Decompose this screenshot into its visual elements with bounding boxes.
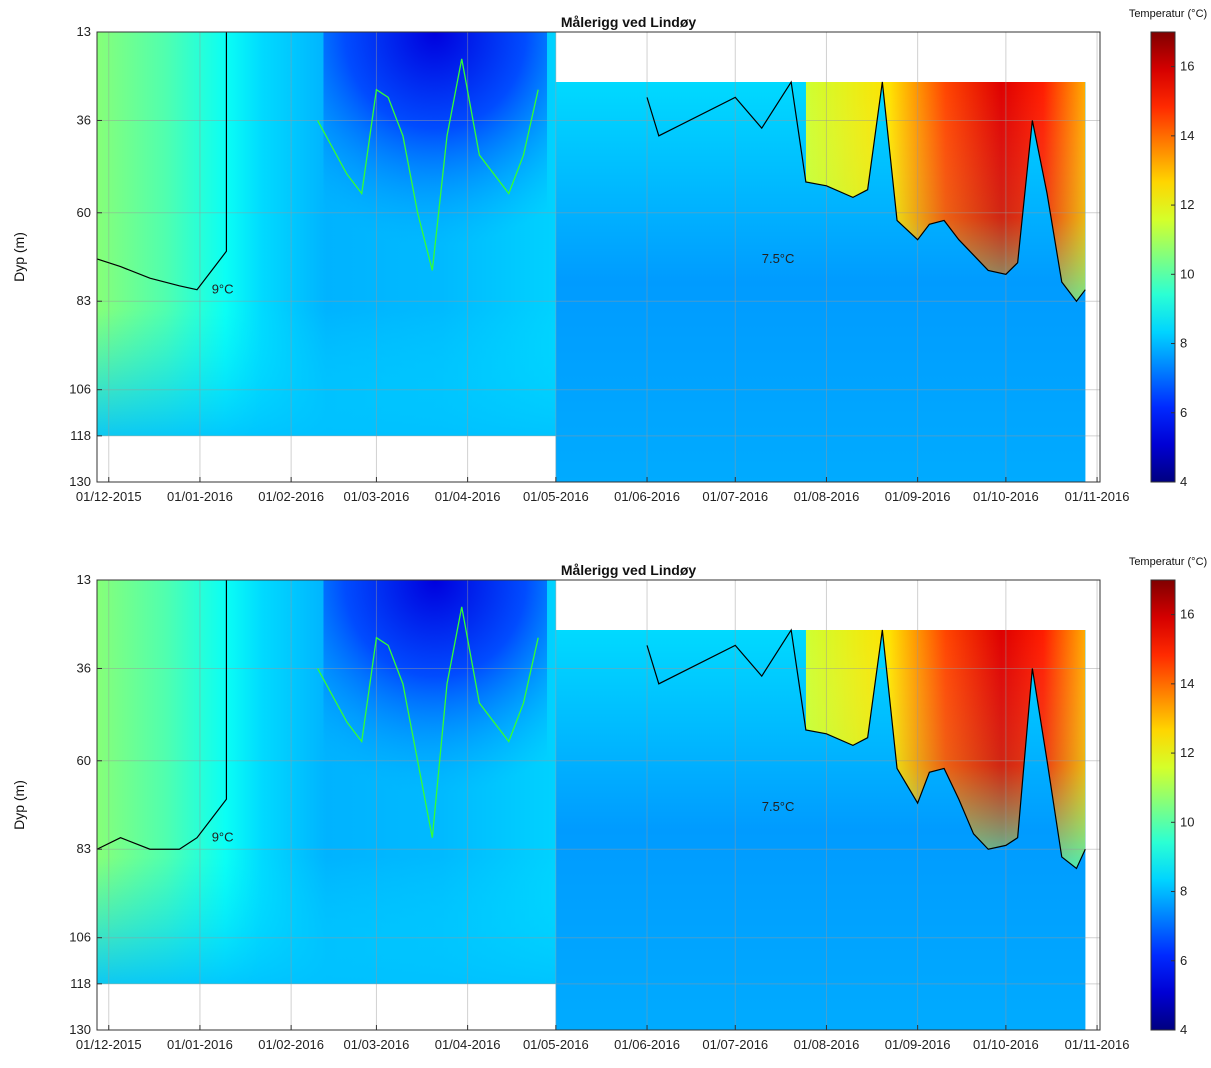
colorbar-tick-label: 10	[1180, 814, 1194, 829]
x-tick-label: 01/09-2016	[885, 489, 951, 504]
colorbar-tick-label: 12	[1180, 745, 1194, 760]
x-tick-label: 01/08-2016	[794, 489, 860, 504]
colorbar-tick-label: 6	[1180, 953, 1187, 968]
y-axis-label: Dyp (m)	[11, 780, 27, 830]
colorbar-label: Temperatur (°C)	[1129, 8, 1207, 20]
y-axis-label: Dyp (m)	[11, 232, 27, 282]
y-tick-label: 106	[69, 930, 91, 945]
x-tick-label: 01/05-2016	[523, 489, 589, 504]
colorbar-tick-label: 16	[1180, 59, 1194, 74]
y-tick-label: 130	[69, 474, 91, 489]
y-tick-label: 83	[77, 841, 91, 856]
y-tick-label: 36	[77, 660, 91, 675]
y-tick-label: 36	[77, 112, 91, 127]
x-tick-label: 01/07-2016	[702, 489, 768, 504]
x-tick-label: 01/06-2016	[614, 489, 680, 504]
y-tick-label: 83	[77, 293, 91, 308]
chart-panel-top: 9°C 7.5°C 13 36 60 83 106 118 130 01/12-2015 01/01…	[0, 0, 1211, 520]
colorbar	[1150, 579, 1176, 1031]
axes-box	[96, 31, 1101, 483]
contour-label-9c: 9°C	[212, 830, 234, 845]
contour-9c-winter	[96, 32, 228, 291]
y-tick-label: 60	[77, 753, 91, 768]
contour-9c-summer	[646, 80, 1086, 303]
x-tick-label: 01/08-2016	[794, 1037, 860, 1052]
colorbar-tick-label: 4	[1180, 474, 1187, 489]
y-tick-label: 130	[69, 1022, 91, 1037]
contour-7-5c	[317, 606, 539, 838]
axes-box	[96, 579, 1101, 1031]
colorbar-label: Temperatur (°C)	[1129, 556, 1207, 568]
y-tick-label: 106	[69, 382, 91, 397]
cold-surface-water	[323, 32, 548, 271]
x-tick-label: 01/05-2016	[523, 1037, 589, 1052]
y-tick-label: 118	[70, 428, 91, 443]
x-tick-label: 01/01-2016	[167, 489, 233, 504]
chart-title: Målerigg ved Lindøy	[561, 14, 697, 30]
contour-label-7-5c: 7.5°C	[762, 251, 795, 266]
x-tick-label: 01/11-2016	[1065, 1037, 1130, 1052]
x-tick-label: 01/09-2016	[885, 1037, 951, 1052]
data-block-winter-deep	[97, 856, 556, 984]
y-tick-label: 60	[77, 205, 91, 220]
contour-9c-winter	[96, 580, 228, 850]
colorbar-tick-label: 8	[1180, 884, 1187, 899]
x-tick-label: 01/03-2016	[344, 489, 410, 504]
x-tick-label: 01/10-2016	[973, 1037, 1039, 1052]
x-tick-label: 01/12-2015	[76, 1037, 142, 1052]
x-tick-label: 01/02-2016	[258, 489, 324, 504]
data-block-winter-deep	[97, 308, 556, 436]
contour-9c-summer	[646, 628, 1086, 870]
colorbar-tick-label: 10	[1180, 266, 1194, 281]
colorbar-tick-label: 12	[1180, 197, 1194, 212]
contour-7-5c	[317, 58, 539, 271]
x-tick-label: 01/11-2016	[1065, 489, 1130, 504]
colorbar	[1150, 31, 1176, 483]
x-tick-label: 01/04-2016	[435, 489, 501, 504]
chart-title: Målerigg ved Lindøy	[561, 562, 697, 578]
x-tick-label: 01/07-2016	[702, 1037, 768, 1052]
x-tick-label: 01/03-2016	[344, 1037, 410, 1052]
colorbar-tick-label: 4	[1180, 1022, 1187, 1037]
cold-surface-water	[323, 580, 548, 819]
x-tick-label: 01/12-2015	[76, 489, 142, 504]
colorbar-tick-label: 14	[1180, 128, 1194, 143]
y-tick-label: 118	[70, 976, 91, 991]
contour-label-7-5c: 7.5°C	[762, 799, 795, 814]
x-tick-label: 01/06-2016	[614, 1037, 680, 1052]
x-tick-label: 01/10-2016	[973, 489, 1039, 504]
chart-panel-bottom: 9°C 7.5°C 13 36 60 83 106 118 130 01/12-2015 01/01…	[0, 548, 1211, 1068]
colorbar-tick-label: 8	[1180, 336, 1187, 351]
colorbar-tick-label: 16	[1180, 607, 1194, 622]
x-tick-label: 01/04-2016	[435, 1037, 501, 1052]
contour-label-9c: 9°C	[212, 282, 234, 297]
y-tick-label: 13	[77, 572, 91, 587]
colorbar-tick-label: 6	[1180, 405, 1187, 420]
x-tick-label: 01/01-2016	[167, 1037, 233, 1052]
y-tick-label: 13	[77, 24, 91, 39]
colorbar-tick-label: 14	[1180, 676, 1194, 691]
x-tick-label: 01/02-2016	[258, 1037, 324, 1052]
